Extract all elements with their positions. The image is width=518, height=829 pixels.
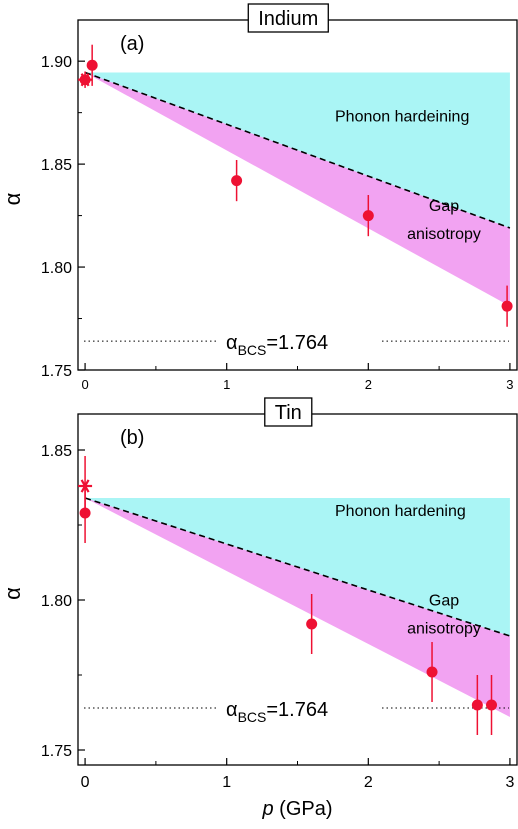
tin-title: Tin	[275, 402, 302, 424]
indium-bcs-label: αBCS=1.764	[226, 332, 328, 358]
indium-star-stroke	[80, 73, 90, 87]
indium-xtick-label-1: 1	[223, 377, 230, 392]
indium-ytick-label-1: 1.80	[41, 260, 72, 277]
indium-data-point	[362, 210, 374, 222]
tin-ytick-label-1: 1.80	[41, 593, 72, 610]
indium-ytick-label-3: 1.90	[41, 54, 72, 71]
indium-dashed-line	[84, 71, 511, 229]
indium-star-point	[78, 73, 93, 87]
indium-data-point	[231, 175, 243, 187]
tin-region-label-2: anisotropy	[407, 620, 481, 637]
indium-region-label-0: Phonon hardeining	[335, 109, 469, 126]
indium-y-axis-label: α	[0, 192, 25, 205]
indium-region-label-2: anisotropy	[407, 226, 481, 243]
indium-ytick-label-2: 1.85	[41, 157, 72, 174]
tin-xtick-label-3: 3	[505, 774, 514, 791]
indium-bcs-value: =1.764	[266, 332, 328, 354]
indium-ytick-label-0: 1.75	[41, 363, 72, 380]
indium-region-label-1: Gap	[429, 198, 459, 215]
tin-xtick-label-1: 1	[222, 774, 231, 791]
tin-title-box	[264, 397, 313, 427]
indium-xtick-label-0: 0	[81, 377, 88, 392]
tin-dashed-line	[84, 497, 511, 637]
tin-bcs-subscript: BCS	[238, 709, 267, 725]
tin-bcs-value: =1.764	[266, 699, 328, 721]
indium-xtick-label-2: 2	[365, 377, 372, 392]
indium-bcs-subscript: BCS	[238, 342, 267, 358]
tin-region-gap-anisotropy	[85, 498, 510, 717]
indium-xtick-label-3: 3	[506, 377, 513, 392]
indium-data-point	[501, 300, 513, 312]
tin-xtick-label-0: 0	[81, 774, 90, 791]
indium-region-gap-anisotropy	[85, 72, 510, 307]
tin-data-point	[486, 699, 498, 711]
indium-title-box	[247, 3, 329, 33]
indium-data-point	[86, 59, 98, 71]
tin-x-axis-label-unit: (GPa)	[274, 798, 333, 820]
tin-bcs-label: αBCS=1.764	[226, 699, 328, 725]
indium-title: Indium	[258, 8, 318, 30]
tin-xtick-label-2: 2	[364, 774, 373, 791]
tin-region-label-0: Phonon hardening	[335, 503, 466, 520]
indium-panel-label: (a)	[120, 33, 144, 55]
indium-bcs-symbol: α	[226, 332, 238, 354]
tin-star-point	[78, 479, 93, 493]
tin-data-point	[471, 699, 483, 711]
tin-y-axis-label: α	[0, 587, 25, 600]
tin-data-point	[306, 618, 318, 630]
tin-x-axis-label: p (GPa)	[261, 798, 332, 820]
tin-ytick-label-2: 1.85	[41, 443, 72, 460]
tin-ytick-label-0: 1.75	[41, 743, 72, 760]
tin-data-point	[426, 666, 438, 678]
tin-region-label-1: Gap	[429, 592, 459, 609]
tin-x-axis-label-var: p	[261, 798, 273, 820]
tin-bcs-symbol: α	[226, 699, 238, 721]
tin-panel-label: (b)	[120, 427, 144, 449]
tin-star-stroke	[80, 479, 90, 493]
